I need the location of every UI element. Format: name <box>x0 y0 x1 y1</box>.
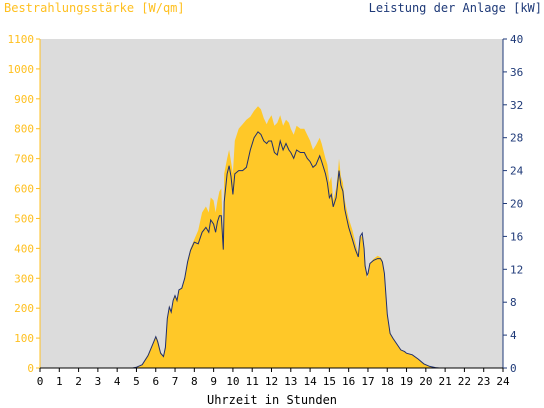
x-axis-tick-label: 7 <box>172 375 179 388</box>
right-axis-title: Leistung der Anlage [kW] <box>368 1 542 15</box>
right-axis-tick-label: 40 <box>510 33 523 46</box>
right-axis-tick-label: 12 <box>510 263 523 276</box>
left-axis-tick-label: 200 <box>14 302 34 315</box>
x-axis-tick-label: 3 <box>95 375 102 388</box>
x-axis-tick-label: 9 <box>210 375 217 388</box>
x-axis-tick-label: 24 <box>496 375 510 388</box>
irradiance-area <box>40 106 503 369</box>
left-axis-tick-label: 600 <box>14 183 34 196</box>
x-axis-tick-label: 20 <box>419 375 432 388</box>
right-axis-tick-label: 28 <box>510 132 523 145</box>
left-axis-tick-label: 1100 <box>8 33 35 46</box>
x-axis-tick-label: 4 <box>114 375 121 388</box>
right-axis-tick-label: 0 <box>510 362 517 375</box>
left-axis-tick-label: 300 <box>14 272 34 285</box>
left-axis-tick-label: 800 <box>14 123 34 136</box>
right-axis-tick-label: 4 <box>510 329 517 342</box>
x-axis-tick-label: 18 <box>381 375 394 388</box>
right-axis-tick-label: 20 <box>510 198 523 211</box>
x-axis-tick-label: 23 <box>477 375 490 388</box>
x-axis-tick-label: 13 <box>284 375 297 388</box>
x-axis-tick-label: 17 <box>361 375 374 388</box>
x-axis-tick-label: 6 <box>152 375 159 388</box>
x-axis-tick-label: 1 <box>56 375 63 388</box>
left-axis-tick-label: 400 <box>14 242 34 255</box>
x-axis-tick-label: 21 <box>439 375 452 388</box>
x-axis-tick-label: 12 <box>265 375 278 388</box>
x-axis-tick-label: 5 <box>133 375 140 388</box>
x-axis-tick-label: 0 <box>37 375 44 388</box>
power-line <box>40 131 503 369</box>
x-axis-tick-label: 10 <box>226 375 239 388</box>
x-axis-tick-label: 11 <box>246 375 259 388</box>
right-axis-tick-label: 16 <box>510 230 523 243</box>
x-axis-tick-label: 19 <box>400 375 413 388</box>
x-axis-tick-label: 14 <box>303 375 317 388</box>
right-axis-tick-label: 8 <box>510 296 517 309</box>
left-axis-title: Bestrahlungsstärke [W/qm] <box>4 1 185 15</box>
left-axis-tick-label: 0 <box>27 362 34 375</box>
right-axis-tick-label: 24 <box>510 165 524 178</box>
right-axis-tick-label: 36 <box>510 66 523 79</box>
left-axis-tick-label: 100 <box>14 332 34 345</box>
left-axis-tick-label: 500 <box>14 212 34 225</box>
x-axis-tick-label: 22 <box>458 375 471 388</box>
left-axis-tick-label: 1000 <box>8 63 35 76</box>
left-axis-tick-label: 900 <box>14 93 34 106</box>
x-axis-tick-label: 2 <box>75 375 82 388</box>
x-axis-tick-label: 8 <box>191 375 198 388</box>
x-axis-tick-label: 15 <box>323 375 336 388</box>
left-axis-tick-label: 700 <box>14 153 34 166</box>
right-axis-tick-label: 32 <box>510 99 523 112</box>
x-axis-label: Uhrzeit in Stunden <box>206 393 338 407</box>
x-axis-tick-label: 16 <box>342 375 355 388</box>
